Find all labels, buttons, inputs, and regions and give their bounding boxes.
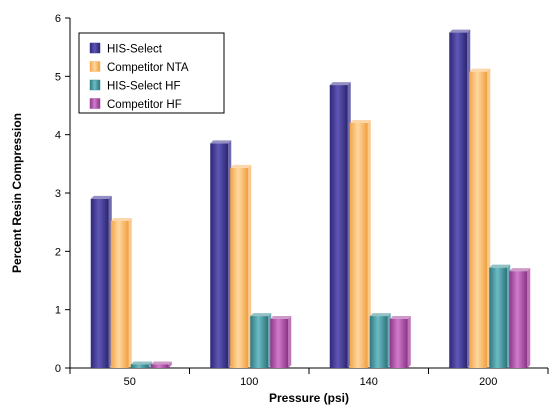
bar-top (489, 264, 511, 268)
bar-front (230, 167, 249, 368)
bar-side (367, 120, 371, 368)
legend: HIS-Select Competitor NTA HIS-Select HF Com… (78, 32, 225, 114)
bar-side (148, 361, 152, 368)
bar (150, 361, 172, 368)
bar-side (168, 361, 172, 368)
bar-front (210, 143, 229, 368)
legend-label: Competitor HF (107, 99, 182, 111)
x-tick-label: 50 (124, 376, 136, 388)
legend-swatch (89, 61, 101, 72)
bar-front (469, 71, 488, 369)
bar-front (509, 271, 528, 368)
bar-front (389, 319, 408, 368)
x-tick-label: 200 (479, 376, 497, 388)
bar (489, 264, 511, 368)
bar-top (329, 82, 351, 86)
legend-label: Competitor NTA (107, 62, 189, 74)
bar (389, 316, 411, 368)
bar (329, 82, 351, 368)
bar (449, 29, 471, 368)
bar (250, 313, 272, 368)
y-tick-label: 1 (55, 305, 61, 317)
bar (270, 316, 292, 368)
y-axis-ticks: 0 1 2 3 4 5 6 (55, 13, 70, 375)
legend-swatch (89, 42, 101, 54)
bar (469, 68, 491, 369)
legend-swatch (89, 79, 101, 91)
bar-front (150, 364, 169, 368)
bar-top (150, 361, 172, 365)
bar-top (369, 313, 391, 317)
bar-top (469, 68, 491, 72)
bar-side (407, 316, 411, 368)
bar (509, 268, 531, 368)
legend-label: HIS-Select (107, 44, 163, 56)
legend-label: HIS-Select HF (107, 81, 181, 93)
x-tick-label: 140 (360, 376, 378, 388)
bar-top (130, 361, 152, 365)
bar (349, 120, 371, 368)
bar-front (110, 221, 129, 368)
legend-item: Competitor HF (89, 98, 182, 111)
bar (110, 218, 132, 368)
bar-top (389, 316, 411, 319)
legend-item: HIS-Select (89, 42, 163, 56)
bar-side (128, 218, 132, 368)
bar-front (329, 85, 348, 368)
bar (369, 313, 391, 368)
bar-side (527, 268, 531, 368)
bar-front (489, 267, 508, 368)
bar-front (270, 319, 289, 368)
bar-front (369, 316, 388, 368)
bar-top (90, 195, 112, 199)
bar-front (130, 364, 149, 368)
bar-side (288, 316, 292, 368)
bar-top (349, 120, 371, 123)
bar (210, 140, 232, 368)
bar-top (110, 218, 132, 221)
bar-top (270, 316, 292, 319)
x-axis-title: Pressure (psi) (269, 391, 349, 405)
bar-series-group (90, 29, 531, 369)
y-tick-label: 2 (55, 246, 61, 258)
bar-top (449, 29, 471, 33)
x-tick-label: 100 (240, 376, 258, 388)
y-tick-label: 0 (55, 363, 61, 375)
bar-top (230, 164, 252, 168)
legend-item: HIS-Select HF (89, 79, 181, 93)
bar (130, 361, 152, 368)
y-tick-label: 5 (55, 71, 61, 83)
x-axis-ticks: 50 100 140 200 (69, 368, 549, 388)
y-tick-label: 6 (55, 13, 61, 25)
y-tick-label: 3 (55, 188, 61, 200)
bar-front (349, 123, 368, 368)
legend-box (78, 32, 225, 114)
legend-swatch (89, 98, 101, 109)
bar-front (449, 32, 468, 368)
bar (230, 164, 252, 368)
y-tick-label: 4 (55, 130, 61, 142)
bar-front (90, 198, 109, 368)
bar-front (250, 316, 269, 368)
legend-item: Competitor NTA (89, 61, 189, 74)
bar-top (250, 313, 272, 317)
bar (90, 195, 112, 368)
bar-top (210, 140, 232, 144)
y-axis-title: Percent Resin Compression (10, 113, 24, 273)
bar-top (509, 268, 531, 272)
